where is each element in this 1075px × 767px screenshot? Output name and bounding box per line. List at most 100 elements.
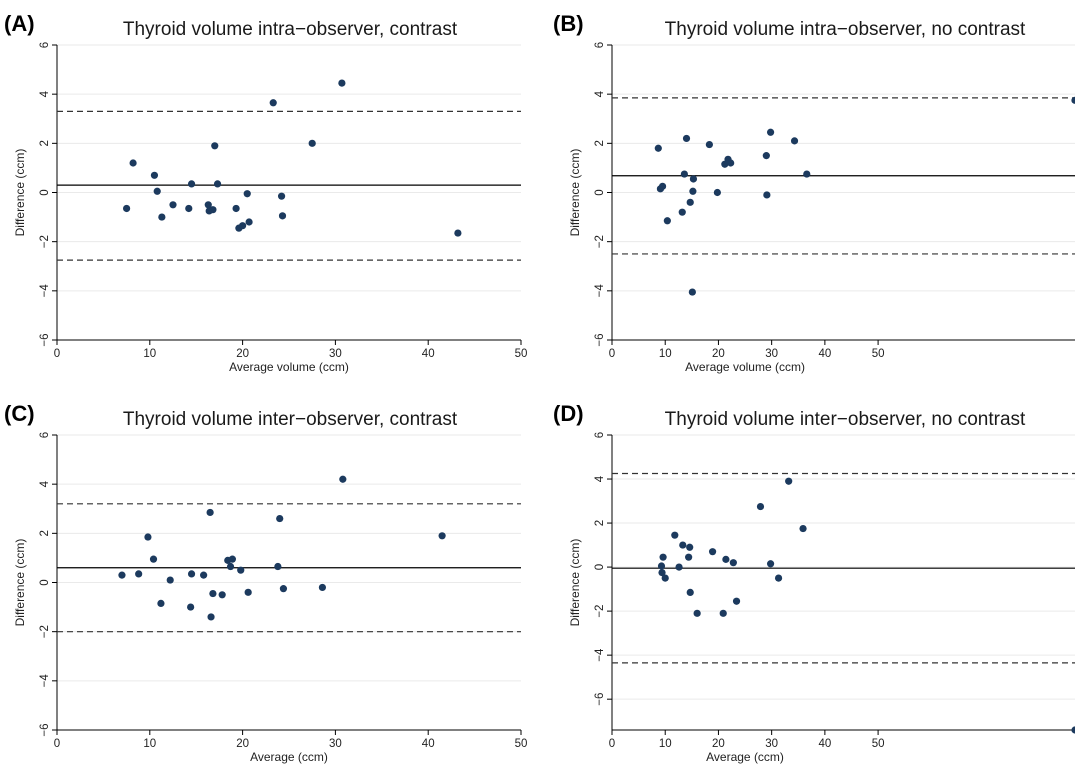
panel-c-data-point (339, 475, 347, 483)
panel-d-data-point (719, 609, 727, 617)
panel-c-x-tick-label: 30 (329, 738, 342, 750)
panel-b-x-tick-label: 0 (609, 348, 615, 360)
panel-b-x-tick-label: 20 (712, 348, 725, 360)
panel-d-y-tick-label: 0 (594, 564, 606, 570)
panel-a-data-point (158, 213, 166, 221)
panel-a-x-tick-label: 10 (143, 348, 156, 360)
panel-a-data-point (269, 99, 277, 107)
panel-a-data-point (153, 187, 161, 195)
panel-c-data-point (318, 583, 327, 592)
panel-c-data-point (157, 599, 165, 607)
panel-a-y-tick-label: 0 (39, 189, 51, 195)
panel-d-y-axis-label: Difference (ccm) (568, 539, 582, 627)
panel-d-data-point (774, 574, 783, 582)
panel-a-x-tick-label: 30 (329, 348, 342, 360)
panel-b-data-point (803, 170, 811, 178)
panel-b-data-point (762, 152, 770, 160)
panel-c-x-tick-label: 50 (515, 738, 528, 750)
panel-a-data-point (187, 180, 196, 188)
panel-c-y-tick-label: 0 (39, 579, 51, 585)
panel-d-data-point (693, 609, 701, 617)
panel-b-data-point (727, 159, 735, 167)
panel-d-data-point (686, 543, 694, 551)
panel-a-y-tick-label: 6 (39, 42, 51, 48)
panel-c-data-point (207, 613, 215, 621)
panel-b-data-point (654, 144, 662, 152)
panel-d-y-tick-label: −2 (594, 605, 606, 618)
panel-d-x-tick-label: 0 (609, 738, 615, 750)
panel-d-data-point (659, 553, 667, 561)
panel-b-x-tick-label: 10 (659, 348, 672, 360)
panel-b-y-tick-label: −6 (594, 333, 606, 346)
panel-a-data-point (129, 159, 137, 167)
panel-a-x-axis-label: Average volume (ccm) (229, 360, 349, 374)
panel-a-data-point (209, 206, 217, 214)
panel-a-data-point (185, 204, 193, 213)
panel-b-data-point (682, 134, 691, 143)
panel-d-data-point (785, 477, 793, 485)
panel-d-x-tick-label: 30 (765, 738, 778, 750)
panel-a-data-point (213, 180, 222, 188)
panel-c-y-tick-label: −2 (39, 625, 51, 638)
panel-d-y-tick-label: −4 (594, 648, 606, 662)
panel-c: −6 −4 −2 0 2 4 6 0 10 20 30 40 50 Difference (ccm) Ave… (4, 401, 527, 764)
panel-c-data-point (274, 562, 282, 571)
panel-d-data-point (722, 555, 730, 563)
panel-a-y-tick-label: −6 (39, 333, 51, 346)
panel-b-data-point (689, 187, 697, 195)
panel-b-x-tick-label: 50 (872, 348, 885, 360)
panel-b-label: (B) (553, 11, 584, 36)
panel-d-data-point (729, 559, 737, 567)
panel-a-data-point (338, 79, 346, 87)
panel-c-data-point (209, 589, 217, 598)
panel-c-data-point (200, 571, 208, 579)
panel-b-y-tick-label: 4 (594, 90, 606, 97)
panel-b-data-point (658, 182, 667, 190)
panel-d-data-point (766, 560, 775, 568)
panel-d-data-point (1071, 726, 1075, 734)
panel-a-x-tick-label: 40 (422, 348, 435, 360)
panel-d-data-point (708, 548, 717, 556)
panel-b-x-tick-label: 40 (818, 348, 831, 360)
panel-a-data-point (245, 218, 253, 226)
panel-b-y-tick-label: −2 (594, 235, 606, 248)
panel-d-title: Thyroid volume inter−observer, no contra… (665, 409, 1026, 430)
panel-a-y-tick-label: 2 (39, 140, 51, 146)
panel-c-data-point (206, 508, 214, 517)
panel-c-data-point (237, 566, 245, 574)
panel-d-y-tick-label: 4 (594, 475, 606, 482)
panel-d-data-point (658, 568, 666, 577)
panel-c-data-point (144, 533, 152, 541)
panel-a-data-point (204, 201, 212, 209)
panel-a-x-tick-label: 0 (54, 348, 60, 360)
panel-b-data-point (790, 137, 799, 145)
panel-c-data-point (149, 555, 158, 563)
panel-d-y-tick-label: −6 (594, 693, 606, 706)
panel-a-y-tick-label: 4 (39, 90, 51, 97)
panel-c-x-tick-label: 10 (143, 738, 156, 750)
panel-a-x-tick-label: 20 (236, 348, 249, 360)
panel-d-data-point (756, 502, 765, 511)
panel-b-data-point (680, 170, 688, 178)
panel-b-y-tick-label: −4 (594, 284, 606, 298)
panel-c-x-axis-label: Average (ccm) (250, 750, 328, 764)
panel-b-x-axis-label: Average volume (ccm) (685, 360, 805, 374)
panel-b-data-point (1071, 96, 1075, 104)
panel-b-y-tick-label: 2 (594, 140, 606, 146)
panel-b-data-point (763, 191, 771, 199)
panel-d-data-point (657, 562, 666, 570)
panel-a-data-point (211, 142, 219, 150)
panel-c-x-tick-label: 20 (236, 738, 249, 750)
panel-c-title: Thyroid volume inter−observer, contrast (123, 409, 458, 430)
panel-a-data-point (308, 139, 316, 147)
panel-d-data-point (686, 588, 694, 597)
panel-b: −6 −4 −2 0 2 4 6 0 10 20 30 40 50 Difference (ccm) Ave… (553, 11, 1075, 374)
panel-d-x-tick-label: 10 (659, 738, 672, 750)
panel-c-x-tick-label: 0 (54, 738, 60, 750)
panel-c-data-point (226, 562, 235, 571)
panel-b-data-point (686, 198, 694, 206)
panel-a-y-tick-label: −2 (39, 235, 51, 248)
panel-c-data-point (118, 571, 126, 579)
panel-a-data-point (232, 204, 240, 213)
